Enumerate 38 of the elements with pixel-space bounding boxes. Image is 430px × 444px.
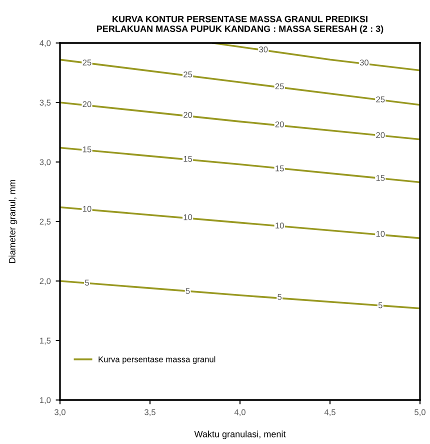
y-tick-label: 1,0 (40, 397, 51, 404)
annotation: 20 (275, 121, 284, 128)
annotation: 25 (184, 71, 192, 78)
annotation: 20 (82, 101, 92, 108)
x-tick-label: 3,0 (54, 409, 66, 416)
annotation: 15 (376, 175, 385, 181)
annotation: 5 (186, 288, 190, 294)
annotation: 15 (83, 146, 92, 152)
annotation: 10 (83, 206, 92, 212)
annotation: 5 (85, 280, 89, 286)
annotation: 5 (378, 302, 382, 308)
annotation: 20 (376, 132, 385, 138)
annotation: 10 (276, 222, 284, 228)
y-tick-label: 4,0 (40, 40, 51, 48)
x-tick-label: 5,0 (414, 409, 426, 416)
annotation: 25 (376, 96, 385, 102)
annotation: 30 (360, 60, 369, 66)
annotation: 20 (184, 112, 192, 118)
x-tick-label: 4,5 (324, 409, 336, 416)
annotation: 15 (276, 166, 284, 172)
annotation: 5 (278, 294, 282, 300)
x-tick-label: 4,0 (234, 409, 246, 416)
y-tick-label: 2,5 (40, 218, 51, 226)
x-tick-label: 3,5 (144, 409, 156, 416)
y-tick-label: 1,5 (40, 338, 51, 345)
y-tick-label: 3,0 (40, 159, 51, 166)
y-axis-title: Diameter granul, mm (8, 180, 18, 263)
annotation: 10 (184, 214, 192, 220)
annotation: 25 (275, 83, 284, 90)
annotation: 15 (184, 156, 192, 162)
x-axis-title: Waktu granulasi, menit (194, 430, 286, 440)
y-tick-label: 3,5 (40, 100, 51, 107)
annotation: 25 (82, 60, 92, 66)
legend-label: Kurva persentase massa granul (98, 356, 216, 364)
y-tick-label: 2,0 (40, 278, 51, 286)
annotation: 30 (259, 46, 268, 52)
annotation: 10 (376, 230, 385, 237)
chart-title: KURVA KONTUR PERSENTASE MASSA GRANUL PREDIKSI PERLAKUAN MASSA PUPUK KANDANG : MASSA SERESAH (2 : 3) (96, 16, 384, 34)
